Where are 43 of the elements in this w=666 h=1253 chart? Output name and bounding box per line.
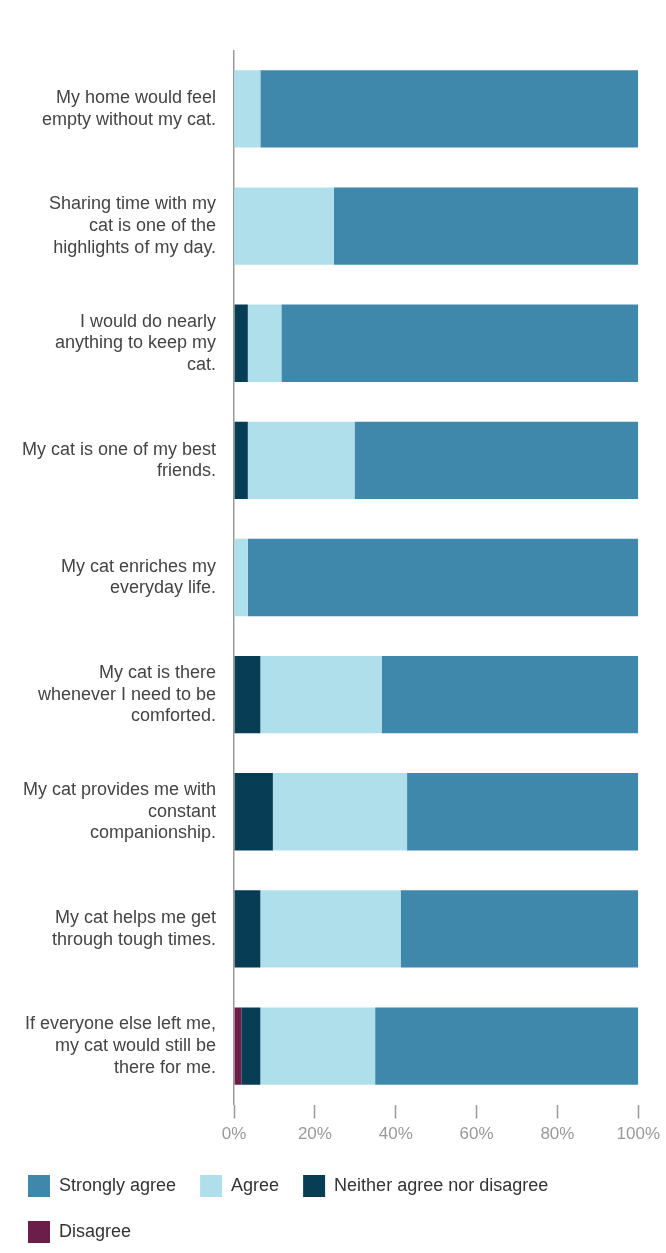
- y-tick-label: If everyone else left me, my cat would still be there for me.: [24, 1013, 217, 1077]
- x-tick-label: 20%: [297, 1124, 332, 1144]
- bar: [234, 655, 261, 734]
- y-tick-label: My cat is there whenever I need to be comforted.: [36, 662, 217, 726]
- bar: [375, 1007, 639, 1085]
- y-tick-label: My cat is one of my best friends.: [21, 438, 217, 481]
- legend-label: Agree: [231, 1174, 280, 1195]
- legend-label: Neither agree nor disagree: [334, 1174, 549, 1195]
- bar: [281, 304, 639, 382]
- bar: [234, 773, 273, 851]
- bar: [247, 421, 355, 500]
- x-tick-label: 60%: [459, 1124, 494, 1144]
- legend-label: Strongly agree: [59, 1174, 177, 1195]
- y-tick-label: My home would feel empty without my cat.: [42, 87, 217, 129]
- bar: [354, 421, 639, 500]
- bar: [260, 70, 639, 148]
- bar: [234, 538, 248, 617]
- bar: [407, 773, 639, 851]
- bar: [234, 70, 261, 148]
- x-tick-label: 80%: [540, 1124, 575, 1144]
- bar: [381, 655, 639, 734]
- bar: [234, 187, 334, 265]
- bar: [400, 890, 639, 968]
- x-tick-label: 0%: [221, 1124, 247, 1144]
- bar: [234, 421, 248, 500]
- bar: [247, 538, 639, 617]
- y-tick-label: Sharing time with my cat is one of the highlights of my day.: [49, 193, 217, 257]
- bar: [260, 1007, 376, 1085]
- bar: [260, 655, 382, 734]
- y-tick-label: My cat helps me get through tough times.: [51, 907, 217, 949]
- legend-label: Disagree: [59, 1220, 132, 1241]
- bar: [234, 304, 248, 382]
- x-tick-label: 40%: [378, 1124, 413, 1144]
- x-tick-label: 100%: [616, 1124, 660, 1144]
- bar: [241, 1007, 261, 1085]
- bar: [234, 890, 261, 968]
- bar: [333, 187, 639, 265]
- y-tick-label: My cat enriches my everyday life.: [61, 555, 217, 598]
- y-tick-label: My cat provides me with constant companionship.: [23, 779, 217, 843]
- bar: [247, 304, 282, 382]
- y-tick-label: I would do nearly anything to keep my cat.: [54, 310, 217, 374]
- bar: [260, 890, 401, 968]
- bar: [272, 773, 408, 851]
